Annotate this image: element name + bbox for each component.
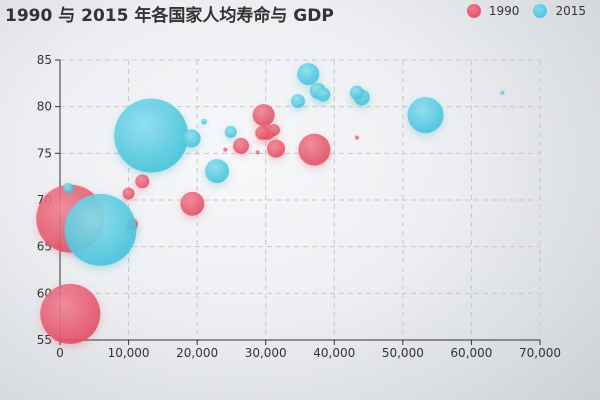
bubble-1990[interactable] [135,174,150,189]
bubble-2015[interactable] [349,85,364,100]
bubble-2015[interactable] [205,159,230,184]
x-tick-label: 40,000 [313,346,355,360]
bubble-1990[interactable] [267,124,280,136]
legend-item-2015[interactable]: 2015 [533,4,586,18]
bubble-2015[interactable] [500,90,505,95]
x-tick-label: 30,000 [245,346,287,360]
bubble-1990[interactable] [298,133,331,166]
x-tick-label: 0 [56,346,64,360]
bubbles [36,63,505,344]
y-tick-label: 55 [37,333,52,347]
legend-1990-marker-icon [466,4,481,18]
legend-2015-marker-icon [533,4,548,18]
bubble-1990[interactable] [233,137,250,154]
bubble-2015[interactable] [150,154,155,159]
legend-item-label: 1990 [488,4,520,18]
bubble-1990[interactable] [122,187,135,200]
bubble-1990[interactable] [223,147,228,152]
x-tick-label: 20,000 [176,346,218,360]
bubble-2015[interactable] [64,193,137,266]
bubble-2015[interactable] [224,125,237,138]
bubble-1990[interactable] [40,283,101,344]
bubble-2015[interactable] [297,63,320,85]
bubble-1990[interactable] [354,135,359,140]
x-tick-label: 70,000 [519,346,561,360]
bubble-1990[interactable] [267,139,285,158]
legend-item-1990[interactable]: 1990 [466,4,520,18]
bubble-1990[interactable] [180,191,205,216]
bubble-2015[interactable] [63,182,74,193]
legend-item-label: 2015 [555,4,586,18]
y-tick-label: 80 [37,100,52,114]
bubble-2015[interactable] [182,129,201,148]
bubble-1990[interactable] [255,125,270,140]
y-tick-label: 75 [37,146,52,160]
bubble-1990[interactable] [255,150,260,155]
bubble-2015[interactable] [201,118,207,125]
x-tick-label: 60,000 [450,346,492,360]
x-tick-label: 50,000 [382,346,424,360]
bubble-2015[interactable] [316,87,331,102]
y-tick-label: 85 [37,53,52,67]
chart-title: 1990 与 2015 年各国家人均寿命与 GDP [5,6,334,26]
bubble-2015[interactable] [114,98,189,173]
bubble-1990[interactable] [252,104,275,127]
bubble-2015[interactable] [407,97,444,134]
bubble-2015[interactable] [290,94,305,109]
x-tick-label: 10,000 [108,346,150,360]
chart-legend: 1990 2015 [459,4,586,18]
